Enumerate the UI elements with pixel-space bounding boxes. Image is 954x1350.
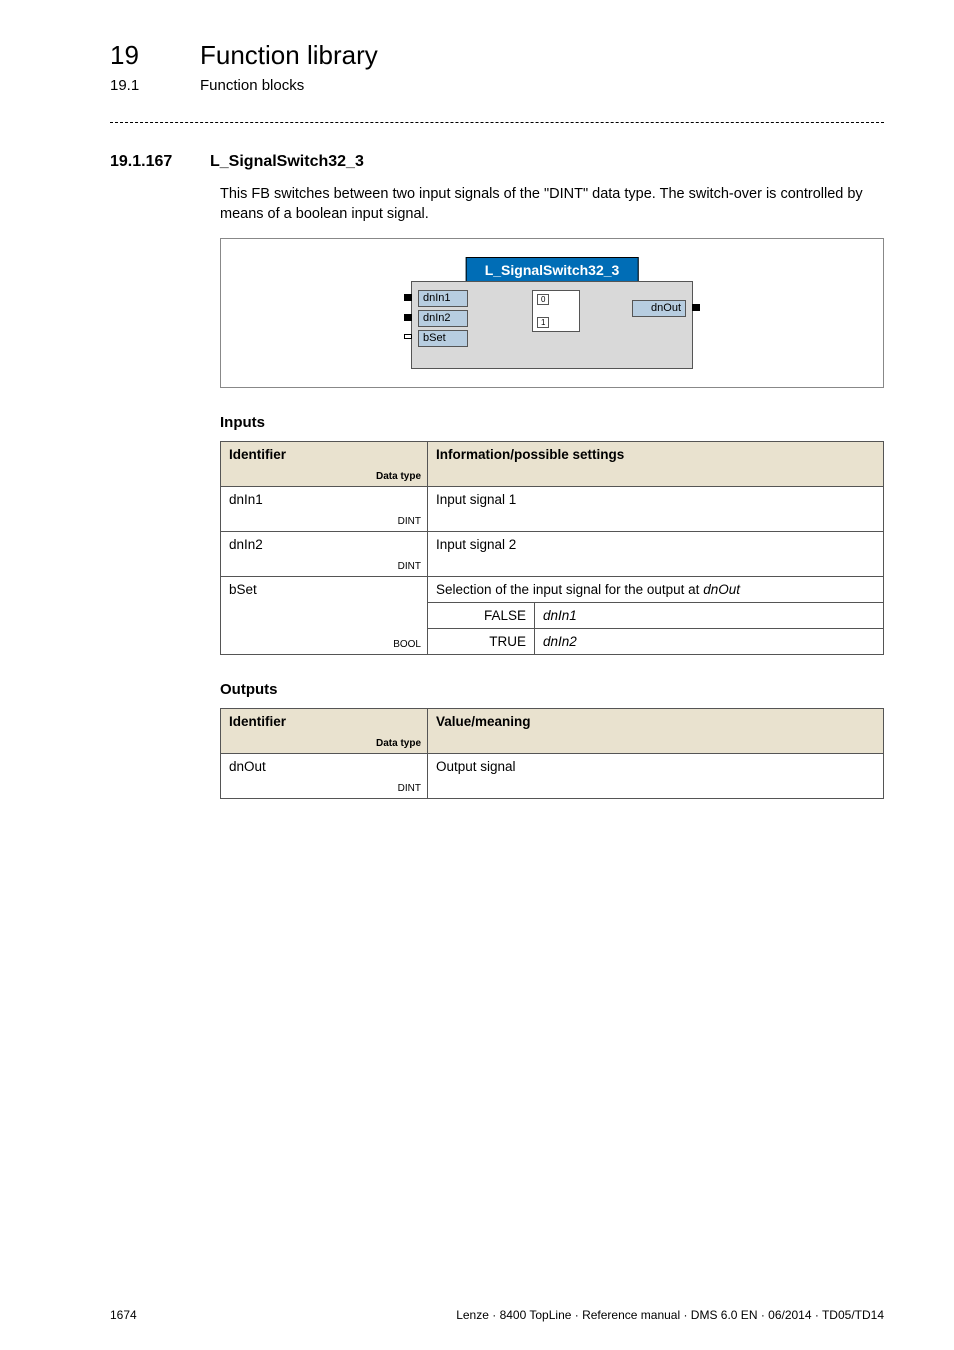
port-stub-out xyxy=(692,304,700,311)
port-stub-in1 xyxy=(404,294,412,301)
outputs-heading: Outputs xyxy=(220,681,884,698)
id-name: dnIn2 xyxy=(229,537,263,552)
port-out-label: dnOut xyxy=(632,300,686,317)
section-number: 19.1 xyxy=(110,77,200,94)
switch-pos-0: 0 xyxy=(537,294,549,305)
id-cell: dnIn1 DINT xyxy=(221,487,428,532)
id-type: DINT xyxy=(398,783,421,794)
subsection-heading: 19.1.167L_SignalSwitch32_3 xyxy=(110,153,884,171)
table-header-row: Identifier Data type Value/meaning xyxy=(221,709,884,754)
id-name: dnIn1 xyxy=(229,492,263,507)
port-in1-label: dnIn1 xyxy=(418,290,468,307)
info-cell: Selection of the input signal for the ou… xyxy=(428,577,884,603)
section-title: Function blocks xyxy=(200,77,304,94)
footer-meta: Lenze · 8400 TopLine · Reference manual … xyxy=(456,1308,884,1322)
table-row: dnIn2 DINT Input signal 2 xyxy=(221,532,884,577)
table-row: dnIn1 DINT Input signal 1 xyxy=(221,487,884,532)
id-name: bSet xyxy=(229,582,257,597)
id-type: DINT xyxy=(398,516,421,527)
info-text: Selection of the input signal for the ou… xyxy=(436,582,703,597)
col-identifier: Identifier Data type xyxy=(221,442,428,487)
info-cell: Output signal xyxy=(428,754,884,799)
value-key: TRUE xyxy=(428,629,535,655)
chapter-title: Function library xyxy=(200,40,378,70)
port-stub-in3 xyxy=(404,334,412,339)
col-datatype-label: Data type xyxy=(376,738,421,749)
table-header-row: Identifier Data type Information/possibl… xyxy=(221,442,884,487)
col-identifier-label: Identifier xyxy=(229,714,286,729)
section-heading: 19.1Function blocks xyxy=(110,77,884,94)
subsection-number: 19.1.167 xyxy=(110,153,210,171)
id-cell: dnOut DINT xyxy=(221,754,428,799)
fb-title: L_SignalSwitch32_3 xyxy=(466,257,639,283)
subsection-title: L_SignalSwitch32_3 xyxy=(210,153,364,170)
port-in3-label: bSet xyxy=(418,330,468,347)
id-cell: dnIn2 DINT xyxy=(221,532,428,577)
info-cell: Input signal 1 xyxy=(428,487,884,532)
col-value: Value/meaning xyxy=(428,709,884,754)
port-in2-label: dnIn2 xyxy=(418,310,468,327)
col-identifier-label: Identifier xyxy=(229,447,286,462)
table-row: bSet BOOL Selection of the input signal … xyxy=(221,577,884,603)
page-number: 1674 xyxy=(110,1308,137,1322)
chapter-number: 19 xyxy=(110,40,200,71)
switch-pos-1: 1 xyxy=(537,317,549,328)
description-text: This FB switches between two input signa… xyxy=(220,185,884,224)
page-footer: 1674 Lenze · 8400 TopLine · Reference ma… xyxy=(110,1308,884,1322)
fb-body: dnIn1 dnIn2 bSet dnOut 0 1 xyxy=(411,281,693,369)
id-cell: bSet BOOL xyxy=(221,577,428,655)
info-cell: Input signal 2 xyxy=(428,532,884,577)
separator xyxy=(110,122,884,123)
port-stub-in2 xyxy=(404,314,412,321)
table-row: dnOut DINT Output signal xyxy=(221,754,884,799)
col-info: Information/possible settings xyxy=(428,442,884,487)
chapter-heading: 19Function library xyxy=(110,40,884,71)
value-key: FALSE xyxy=(428,603,535,629)
col-identifier: Identifier Data type xyxy=(221,709,428,754)
value-val: dnIn1 xyxy=(535,603,884,629)
outputs-table: Identifier Data type Value/meaning dnOut… xyxy=(220,708,884,799)
switch-icon: 0 1 xyxy=(532,290,580,332)
id-type: BOOL xyxy=(393,639,421,650)
id-type: DINT xyxy=(398,561,421,572)
info-ref: dnOut xyxy=(703,582,740,597)
block-diagram: L_SignalSwitch32_3 dnIn1 dnIn2 bSet dnOu… xyxy=(220,238,884,388)
id-name: dnOut xyxy=(229,759,266,774)
inputs-table: Identifier Data type Information/possibl… xyxy=(220,441,884,655)
inputs-heading: Inputs xyxy=(220,414,884,431)
col-datatype-label: Data type xyxy=(376,471,421,482)
value-val: dnIn2 xyxy=(535,629,884,655)
